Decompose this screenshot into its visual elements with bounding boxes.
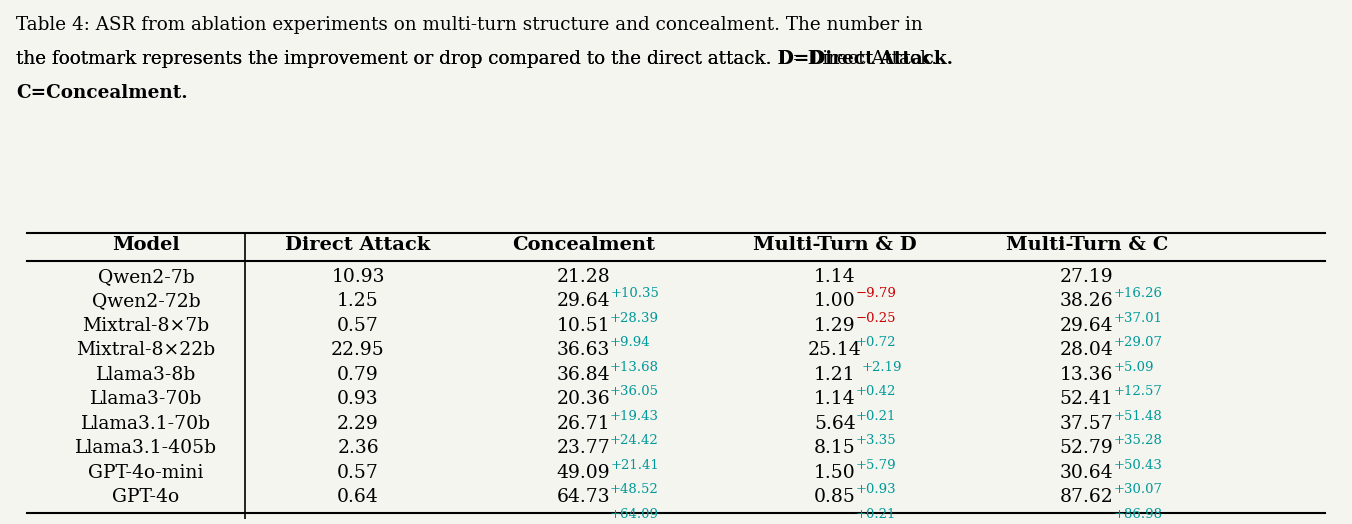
Text: 37.57: 37.57	[1060, 414, 1114, 433]
Text: Direct Attack: Direct Attack	[285, 236, 431, 254]
Text: +29.07: +29.07	[1114, 336, 1163, 349]
Text: Multi-Turn & C: Multi-Turn & C	[1006, 236, 1168, 254]
Text: +0.42: +0.42	[856, 385, 896, 398]
Text: Llama3-70b: Llama3-70b	[89, 390, 203, 408]
Text: 5.64: 5.64	[814, 414, 856, 433]
Text: Concealment: Concealment	[512, 236, 654, 254]
Text: +86.98: +86.98	[1114, 508, 1163, 521]
Text: 1.00: 1.00	[814, 292, 856, 310]
Text: 20.36: 20.36	[557, 390, 610, 408]
Text: GPT-4o-mini: GPT-4o-mini	[88, 464, 204, 482]
Text: +16.26: +16.26	[1114, 287, 1163, 300]
Text: 64.73: 64.73	[557, 488, 610, 506]
Text: 87.62: 87.62	[1060, 488, 1114, 506]
Text: +28.39: +28.39	[610, 312, 658, 325]
Text: 2.29: 2.29	[337, 414, 379, 433]
Text: 10.51: 10.51	[557, 316, 610, 335]
Text: the footmark represents the improvement or drop compared to the direct attack.: the footmark represents the improvement …	[16, 50, 777, 68]
Text: 38.26: 38.26	[1060, 292, 1114, 310]
Text: +3.35: +3.35	[856, 434, 896, 447]
Text: 36.63: 36.63	[557, 341, 610, 359]
Text: 23.77: 23.77	[557, 439, 610, 457]
Text: +9.94: +9.94	[610, 336, 650, 349]
Text: +50.43: +50.43	[1114, 458, 1163, 472]
Text: C=Concealment.: C=Concealment.	[16, 84, 188, 102]
Text: +51.48: +51.48	[1114, 410, 1163, 423]
Text: −0.25: −0.25	[856, 312, 896, 325]
Text: Mixtral-8×22b: Mixtral-8×22b	[77, 341, 215, 359]
Text: 0.93: 0.93	[337, 390, 379, 408]
Text: 1.21: 1.21	[814, 366, 856, 384]
Text: Model: Model	[112, 236, 180, 254]
Text: 1.29: 1.29	[814, 316, 856, 335]
Text: 1.14: 1.14	[814, 390, 856, 408]
Text: Qwen2-7b: Qwen2-7b	[97, 268, 195, 286]
Text: Table 4: ASR from ablation experiments on multi-turn structure and concealment. : Table 4: ASR from ablation experiments o…	[16, 16, 923, 34]
Text: +10.35: +10.35	[610, 287, 658, 300]
Text: 25.14: 25.14	[808, 341, 861, 359]
Text: +48.52: +48.52	[610, 483, 658, 496]
Text: 36.84: 36.84	[557, 366, 610, 384]
Text: Llama3-8b: Llama3-8b	[96, 366, 196, 384]
Text: 26.71: 26.71	[557, 414, 610, 433]
Text: 0.64: 0.64	[337, 488, 379, 506]
Text: 30.64: 30.64	[1060, 464, 1114, 482]
Text: +19.43: +19.43	[610, 410, 658, 423]
Text: 10.93: 10.93	[331, 268, 385, 286]
Text: the footmark represents the improvement or drop compared to the direct attack. D: the footmark represents the improvement …	[16, 50, 937, 68]
Text: 1.14: 1.14	[814, 268, 856, 286]
Text: Llama3.1-405b: Llama3.1-405b	[74, 439, 218, 457]
Text: +2.19: +2.19	[861, 361, 902, 374]
Text: +21.41: +21.41	[610, 458, 658, 472]
Text: 0.57: 0.57	[337, 316, 379, 335]
Text: +0.21: +0.21	[856, 508, 896, 521]
Text: GPT-4o: GPT-4o	[112, 488, 180, 506]
Text: 29.64: 29.64	[557, 292, 610, 310]
Text: 52.79: 52.79	[1060, 439, 1114, 457]
Text: 28.04: 28.04	[1060, 341, 1114, 359]
Text: +0.93: +0.93	[856, 483, 896, 496]
Text: −9.79: −9.79	[856, 287, 896, 300]
Text: +64.09: +64.09	[610, 508, 658, 521]
Text: +35.28: +35.28	[1114, 434, 1163, 447]
Text: +5.79: +5.79	[856, 458, 896, 472]
Text: +5.09: +5.09	[1114, 361, 1155, 374]
Text: 52.41: 52.41	[1060, 390, 1114, 408]
Text: +0.21: +0.21	[856, 410, 896, 423]
Text: 2.36: 2.36	[337, 439, 379, 457]
Text: 22.95: 22.95	[331, 341, 385, 359]
Text: 13.36: 13.36	[1060, 366, 1114, 384]
Text: +36.05: +36.05	[610, 385, 658, 398]
Text: +30.07: +30.07	[1114, 483, 1163, 496]
Text: 0.85: 0.85	[814, 488, 856, 506]
Text: 1.25: 1.25	[337, 292, 379, 310]
Text: +24.42: +24.42	[610, 434, 658, 447]
Text: D=Direct Attack.: D=Direct Attack.	[777, 50, 953, 68]
Text: 21.28: 21.28	[557, 268, 610, 286]
Text: Mixtral-8×7b: Mixtral-8×7b	[82, 316, 210, 335]
Text: 1.50: 1.50	[814, 464, 856, 482]
Text: 49.09: 49.09	[557, 464, 610, 482]
Text: Llama3.1-70b: Llama3.1-70b	[81, 414, 211, 433]
Text: +12.57: +12.57	[1114, 385, 1163, 398]
Text: 8.15: 8.15	[814, 439, 856, 457]
Text: 29.64: 29.64	[1060, 316, 1114, 335]
Text: +0.72: +0.72	[856, 336, 896, 349]
Text: Multi-Turn & D: Multi-Turn & D	[753, 236, 917, 254]
Text: 27.19: 27.19	[1060, 268, 1114, 286]
Text: 0.79: 0.79	[337, 366, 379, 384]
Text: 0.57: 0.57	[337, 464, 379, 482]
Text: Qwen2-72b: Qwen2-72b	[92, 292, 200, 310]
Text: +37.01: +37.01	[1114, 312, 1163, 325]
Text: +13.68: +13.68	[610, 361, 658, 374]
